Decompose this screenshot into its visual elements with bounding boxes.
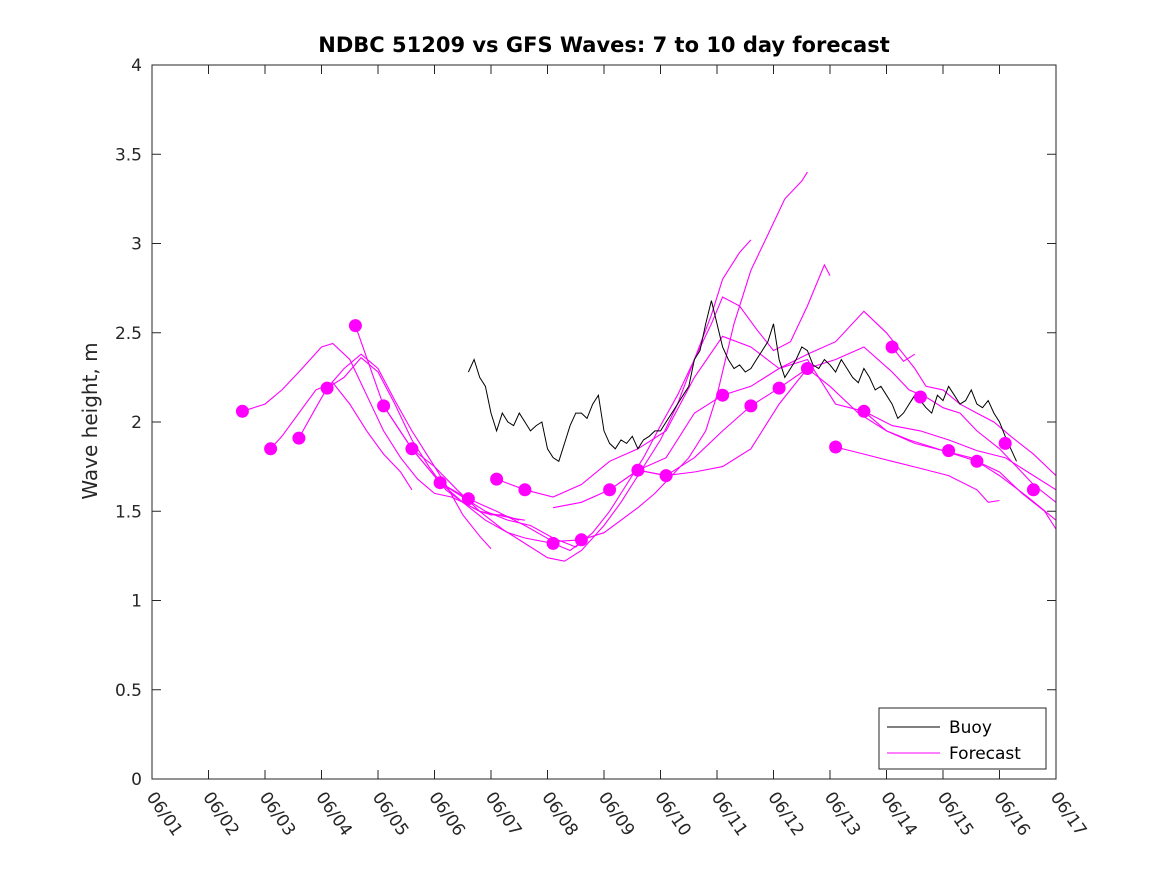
forecast-marker (405, 442, 419, 456)
forecast-marker (603, 483, 617, 497)
y-tick-label: 0 (131, 770, 142, 790)
forecast-line (835, 446, 1000, 503)
y-tick-label: 2 (131, 413, 142, 433)
forecast-marker (716, 388, 730, 402)
chart-title: NDBC 51209 vs GFS Waves: 7 to 10 day for… (318, 33, 889, 57)
forecast-line (439, 263, 831, 548)
legend: Buoy Forecast (878, 707, 1047, 770)
forecast-marker (772, 381, 786, 395)
forecast-marker (998, 436, 1012, 450)
forecast-line (863, 410, 1056, 530)
y-tick-label: 4 (131, 56, 142, 76)
legend-box (878, 707, 1047, 770)
forecast-marker (433, 476, 447, 490)
forecast-marker (885, 340, 899, 354)
forecast-marker (744, 399, 758, 413)
forecast-marker (348, 319, 362, 333)
y-axis-label: Wave height, m (78, 342, 102, 499)
forecast-line (637, 367, 1056, 521)
legend-label: Forecast (949, 744, 1021, 764)
forecast-marker (857, 404, 871, 418)
forecast-line (326, 356, 525, 521)
forecast-line (354, 171, 808, 543)
forecast-marker (942, 444, 956, 458)
forecast-marker (518, 483, 532, 497)
forecast-marker (377, 399, 391, 413)
y-tick-label: 1.5 (115, 502, 142, 522)
forecast-marker (1026, 483, 1040, 497)
forecast-line (496, 310, 1056, 498)
forecast-marker (490, 472, 504, 486)
forecast-line (609, 358, 1056, 491)
forecast-marker (235, 404, 249, 418)
forecast-marker (264, 442, 278, 456)
forecast-marker (320, 381, 334, 395)
forecast-marker (574, 533, 588, 547)
forecast-marker (546, 536, 560, 550)
y-tick-label: 3.5 (115, 145, 142, 165)
forecast-marker (829, 440, 843, 454)
forecast-marker (461, 492, 475, 506)
forecast-marker (659, 469, 673, 483)
forecast-marker (800, 362, 814, 375)
forecast-marker (631, 463, 645, 477)
y-tick-label: 2.5 (115, 324, 142, 344)
forecast-marker (913, 390, 927, 404)
y-tick-label: 1 (131, 592, 142, 612)
forecast-line (270, 382, 413, 491)
y-tick-label: 0.5 (115, 681, 142, 701)
forecast-marker (970, 454, 984, 468)
plot-content (235, 171, 1056, 562)
plot-area (235, 171, 1056, 562)
buoy-line (467, 300, 1017, 463)
forecast-line (383, 405, 588, 552)
y-tick-label: 3 (131, 235, 142, 255)
legend-label: Buoy (949, 718, 992, 738)
forecast-marker (292, 431, 306, 445)
forecast-line (411, 239, 752, 562)
